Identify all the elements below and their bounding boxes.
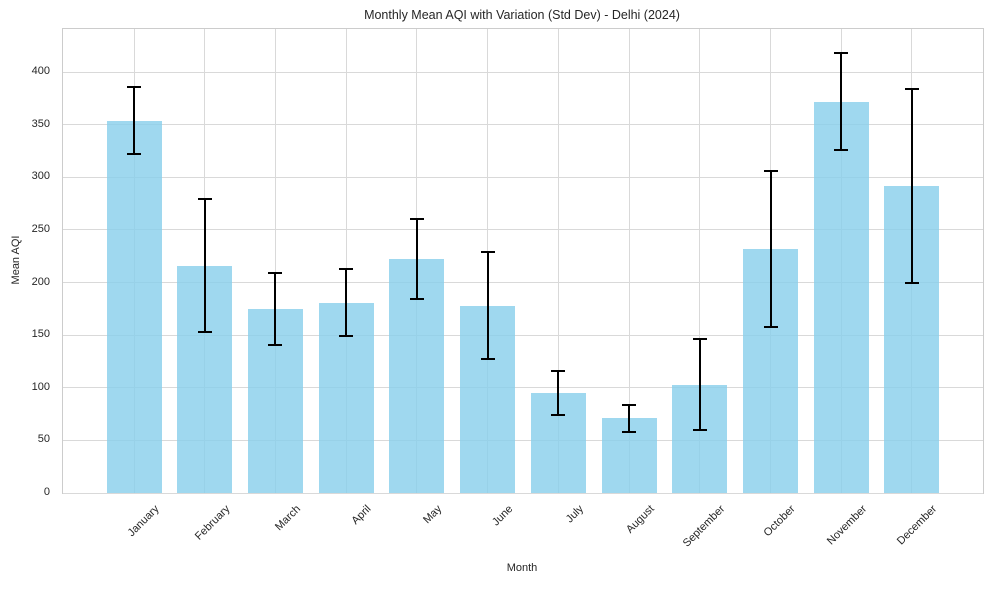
error-bar-line-march [274,273,277,345]
error-bar-cap-top-february [197,198,212,201]
y-tick-label-250: 250 [31,222,50,235]
x-tick-label-december: December [895,503,940,548]
error-bar-cap-top-october [763,170,778,173]
error-bar-cap-top-september [692,338,707,341]
error-bar-cap-top-may [409,218,424,221]
error-bar-line-may [415,219,418,300]
error-bar-cap-bottom-september [692,428,707,431]
error-bar-line-august [628,404,631,432]
error-bar-line-november [840,53,843,150]
x-tick-label-august: August [623,503,657,536]
h-gridline-250 [63,229,983,231]
y-tick-label-0: 0 [43,486,50,498]
error-bar-cap-bottom-august [622,430,637,433]
h-gridline-50 [63,439,983,441]
h-gridline-300 [63,176,983,178]
v-gridline-september [699,29,701,493]
y-tick-label-300: 300 [31,170,50,183]
y-tick-label-150: 150 [31,328,50,341]
h-gridline-0 [63,492,983,494]
v-gridline-july [557,29,559,493]
y-tick-label-400: 400 [31,65,50,78]
error-bar-cap-bottom-march [268,343,283,346]
x-axis-label: Month [506,562,538,574]
h-gridline-200 [63,282,983,284]
x-tick-label-october: October [761,503,799,540]
error-bar-line-february [203,199,206,332]
error-bar-cap-bottom-november [834,148,849,151]
error-bar-cap-top-august [622,403,637,406]
error-bar-line-december [910,88,913,283]
x-tick-label-january: January [125,503,162,540]
error-bar-cap-top-april [339,267,354,270]
error-bar-line-september [698,339,701,430]
y-tick-label-50: 50 [37,433,50,446]
error-bar-cap-bottom-february [197,331,212,334]
error-bar-cap-top-march [268,272,283,275]
h-gridline-400 [63,71,983,73]
x-tick-label-may: May [421,503,445,527]
x-tick-label-july: July [563,503,586,526]
error-bar-line-july [557,370,560,416]
error-bar-cap-top-december [904,87,919,90]
error-bar-cap-bottom-july [551,414,566,417]
v-gridline-august [628,29,630,493]
error-bar-cap-bottom-january [127,153,141,156]
x-tick-label-march: March [272,503,303,534]
error-bar-line-january [133,86,135,155]
plot-area [62,28,984,494]
error-bar-cap-top-january [127,85,141,88]
chart-title: Monthly Mean AQI with Variation (Std Dev… [364,8,680,22]
h-gridline-150 [63,334,983,336]
v-gridline-april [345,29,347,493]
error-bar-cap-bottom-december [904,281,919,284]
x-tick-label-february: February [192,503,233,543]
bar-november [813,101,869,493]
error-bar-cap-bottom-may [409,298,424,301]
x-tick-label-september: September [680,503,728,550]
y-tick-label-350: 350 [31,117,50,130]
x-tick-label-april: April [349,503,374,528]
bar-january [106,120,162,493]
error-bar-cap-top-november [834,52,849,55]
v-gridline-march [274,29,276,493]
error-bar-line-june [486,252,489,360]
error-bar-cap-bottom-october [763,325,778,328]
x-tick-label-november: November [824,503,869,548]
error-bar-cap-bottom-april [339,335,354,338]
h-gridline-100 [63,387,983,389]
y-tick-label-100: 100 [31,380,50,393]
error-bar-line-april [345,268,348,337]
h-gridline-350 [63,124,983,126]
error-bar-cap-bottom-june [480,358,495,361]
error-bar-line-october [769,171,772,327]
error-bar-cap-top-june [480,251,495,254]
x-tick-label-june: June [489,503,516,529]
error-bar-cap-top-july [551,369,566,372]
y-tick-label-200: 200 [31,275,50,288]
